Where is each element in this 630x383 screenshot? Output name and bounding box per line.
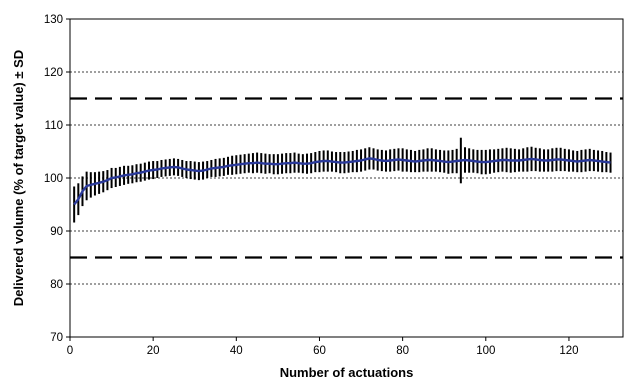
x-tick-label: 40 bbox=[230, 345, 243, 357]
y-tick-label: 110 bbox=[45, 120, 63, 132]
y-tick-label: 90 bbox=[50, 226, 63, 238]
y-tick-label: 80 bbox=[50, 279, 63, 291]
x-tick-label: 80 bbox=[396, 345, 409, 357]
x-axis-ticks: 0 20 40 60 80 100 120 bbox=[67, 337, 579, 357]
x-tick-label: 60 bbox=[313, 345, 326, 357]
reference-lines bbox=[70, 97, 623, 259]
gridlines bbox=[70, 71, 623, 285]
y-tick-label: 100 bbox=[44, 173, 63, 185]
x-axis-title: Number of actuations bbox=[280, 365, 414, 380]
y-axis-title: Delivered volume (% of target value) ± S… bbox=[11, 50, 26, 306]
y-tick-label: 120 bbox=[44, 67, 63, 79]
x-tick-label: 20 bbox=[147, 345, 160, 357]
x-tick-label: 100 bbox=[476, 345, 495, 357]
mean-series-line bbox=[73, 157, 611, 206]
y-axis-ticks: 70 80 90 100 110 120 130 bbox=[44, 14, 70, 344]
y-tick-label: 130 bbox=[44, 14, 63, 26]
y-tick-label: 70 bbox=[50, 332, 63, 344]
x-tick-label: 120 bbox=[559, 345, 578, 357]
error-bars bbox=[73, 137, 612, 223]
mean-line bbox=[73, 157, 611, 206]
x-tick-label: 0 bbox=[67, 345, 73, 357]
